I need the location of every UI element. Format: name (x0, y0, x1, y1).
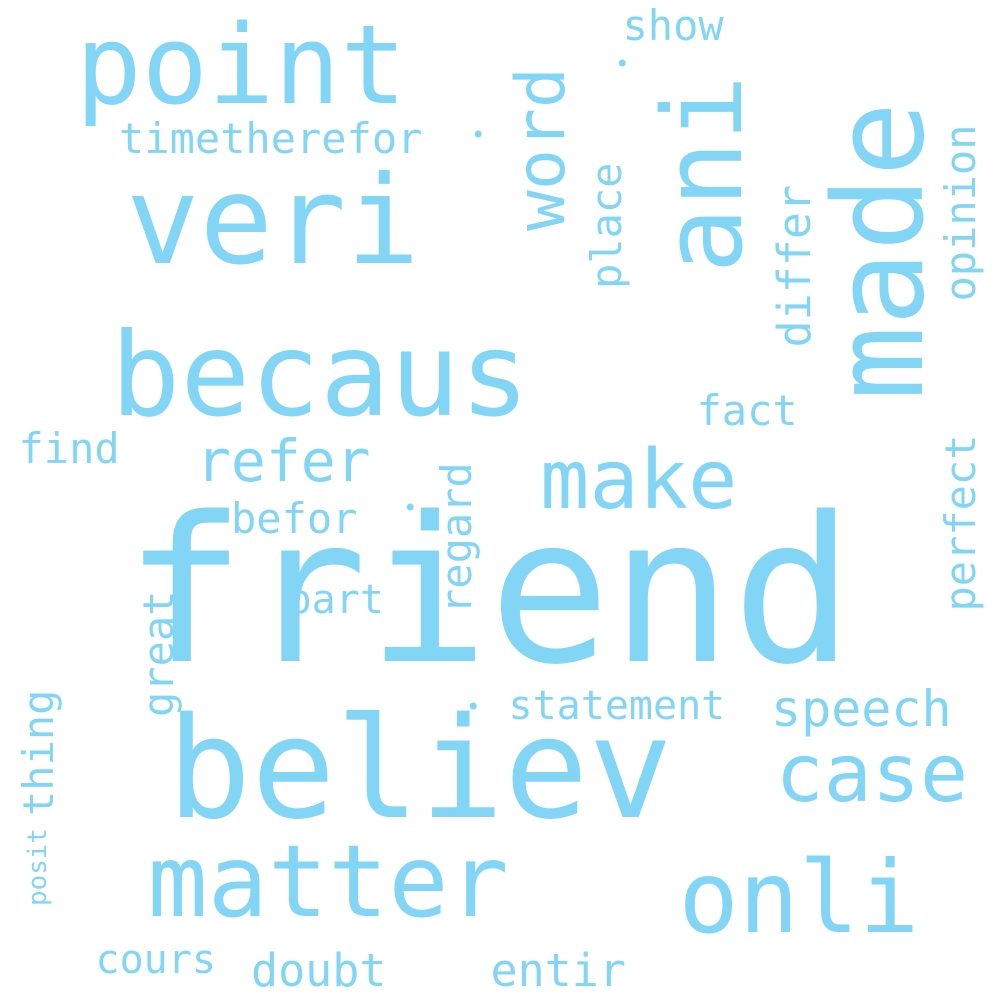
word-word: word (502, 67, 581, 231)
bullet-mark: • (403, 494, 418, 522)
word-friend: friend (124, 473, 854, 709)
word-regard: regard (432, 462, 481, 614)
word-perfect: perfect (936, 434, 985, 612)
word-believ: believ (167, 688, 673, 851)
word-speech: speech (771, 680, 952, 738)
word-becaus: becaus (110, 308, 530, 443)
word-made: made (808, 101, 952, 401)
word-statement: statement (508, 683, 726, 729)
word-thing: thing (14, 689, 63, 816)
word-great: great (134, 590, 183, 717)
bullet-mark: • (471, 121, 486, 149)
word-point: point (75, 1, 407, 129)
word-part: part (287, 577, 384, 623)
word-matter: matter (147, 823, 509, 940)
bullet-mark: • (615, 50, 630, 78)
word-differ: differ (768, 184, 821, 348)
word-posit: posit (23, 828, 53, 906)
word-ani: ani (639, 74, 767, 274)
bullet-mark: • (466, 693, 481, 721)
word-make: make (540, 433, 738, 528)
word-case: case (775, 727, 969, 820)
word-timetherefor: timetherefor (119, 114, 423, 163)
word-refer: refer (196, 427, 371, 495)
word-show: show (622, 1, 724, 50)
word-onli: onli (678, 839, 920, 956)
word-cours: cours (95, 937, 216, 983)
word-doubt: doubt (251, 944, 387, 997)
word-opinion: opinion (936, 124, 985, 302)
word-fact: fact (696, 386, 798, 435)
word-find: find (18, 424, 120, 473)
word-place: place (582, 162, 631, 289)
word-befor: befor (231, 494, 358, 543)
word-veri: veri (126, 150, 420, 292)
word-entir: entir (490, 944, 626, 997)
